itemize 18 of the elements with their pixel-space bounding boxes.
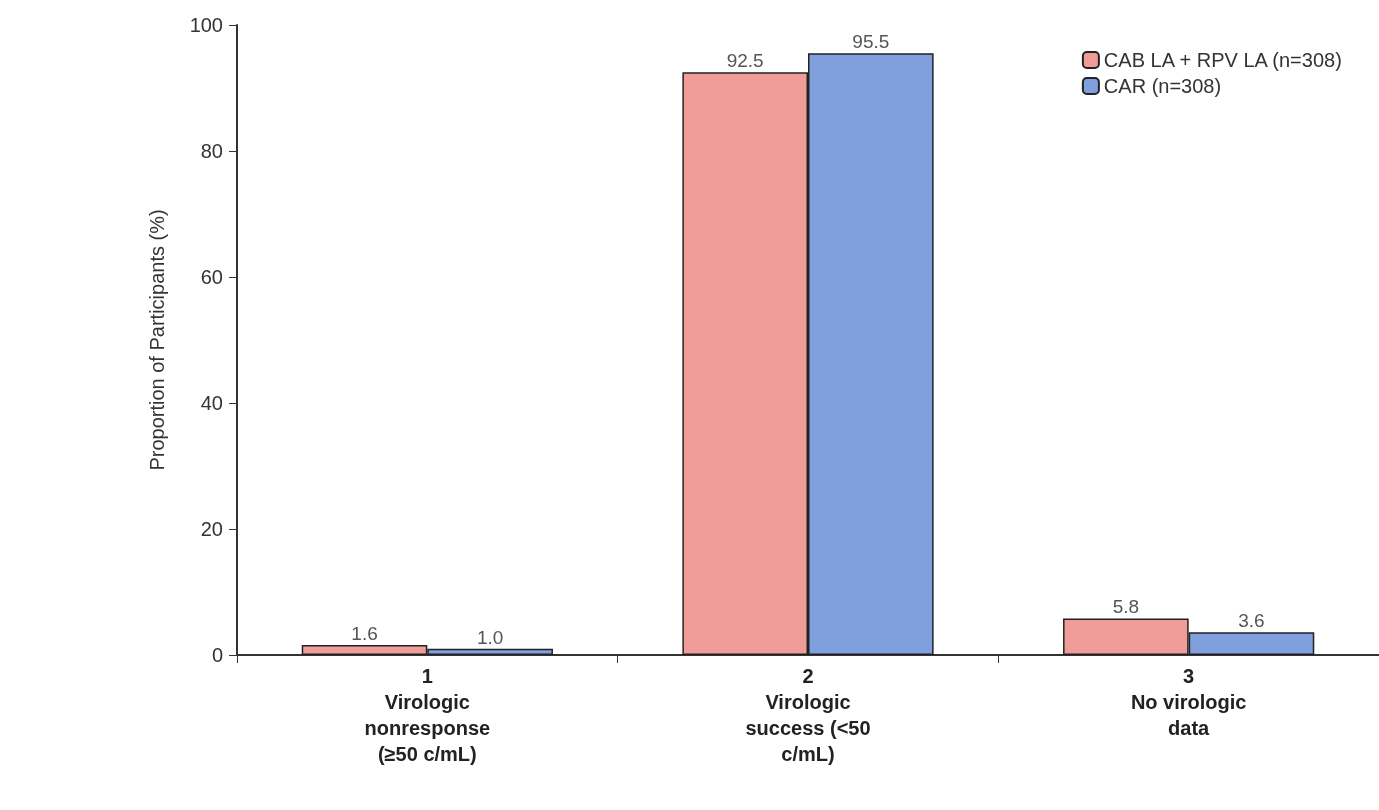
data-label: 5.8: [1112, 596, 1140, 618]
x-tick-label: 1 Virologic nonresponse (≥50 c/mL): [364, 665, 491, 765]
data-label: 92.5: [726, 50, 764, 72]
y-tick-label: 100: [189, 14, 223, 36]
legend-label: CAR (n=308): [1103, 75, 1222, 97]
y-tick-label: 40: [200, 392, 223, 414]
data-label: 3.6: [1238, 610, 1265, 632]
y-tick-label: 80: [200, 140, 223, 162]
data-label: 1.0: [476, 626, 504, 648]
x-tick-label: 3 No virologic data: [1130, 665, 1247, 739]
y-axis-title: Proportion of Participants (%): [146, 209, 168, 471]
y-tick-label: 60: [200, 266, 223, 288]
y-tick-label: 20: [200, 518, 223, 540]
legend-label: CAB LA + RPV LA (n=308): [1103, 49, 1342, 71]
y-tick-label: 0: [211, 644, 223, 666]
x-tick-label: 2 Virologic success (<50 c/mL): [745, 665, 871, 765]
data-label: 1.6: [351, 622, 378, 644]
data-label: 95.5: [852, 31, 890, 53]
